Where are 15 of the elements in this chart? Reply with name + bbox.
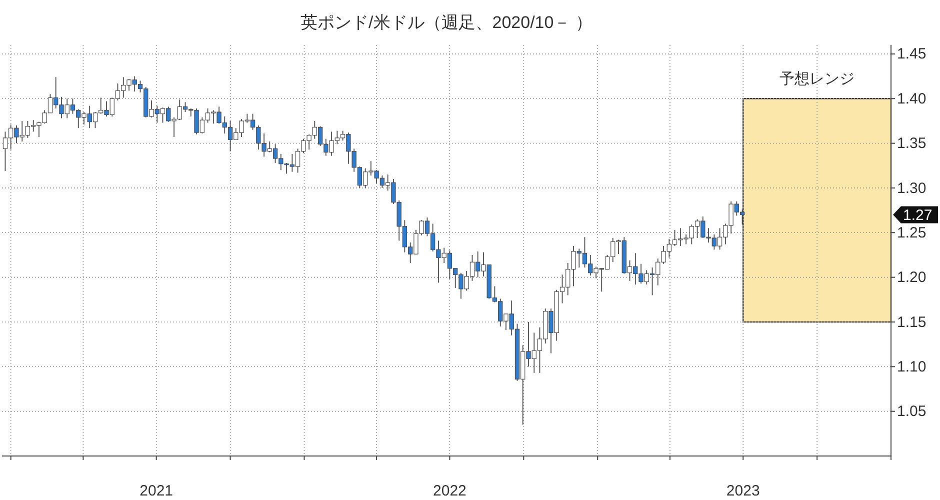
y-tick-label: 1.45 bbox=[897, 46, 926, 63]
y-tick-label: 1.40 bbox=[897, 90, 926, 108]
x-tick-label: 2023 bbox=[726, 482, 760, 500]
y-tick-label: 1.25 bbox=[897, 224, 926, 242]
y-tick-label: 1.20 bbox=[897, 269, 926, 286]
chart-title: 英ポンド/米ドル（週足、2020/10－ ） bbox=[300, 13, 592, 32]
y-tick-label: 1.05 bbox=[897, 403, 926, 420]
x-tick-label: 2022 bbox=[433, 482, 466, 500]
y-tick-label: 1.15 bbox=[897, 314, 926, 331]
text: 1.27 bbox=[903, 207, 932, 224]
series-label: 予想レンジ bbox=[780, 70, 855, 88]
y-tick-label: 1.30 bbox=[897, 180, 926, 197]
y-tick-label: 1.35 bbox=[897, 135, 926, 152]
x-tick-label: 2021 bbox=[140, 482, 174, 500]
y-tick-label: 1.10 bbox=[897, 358, 926, 376]
